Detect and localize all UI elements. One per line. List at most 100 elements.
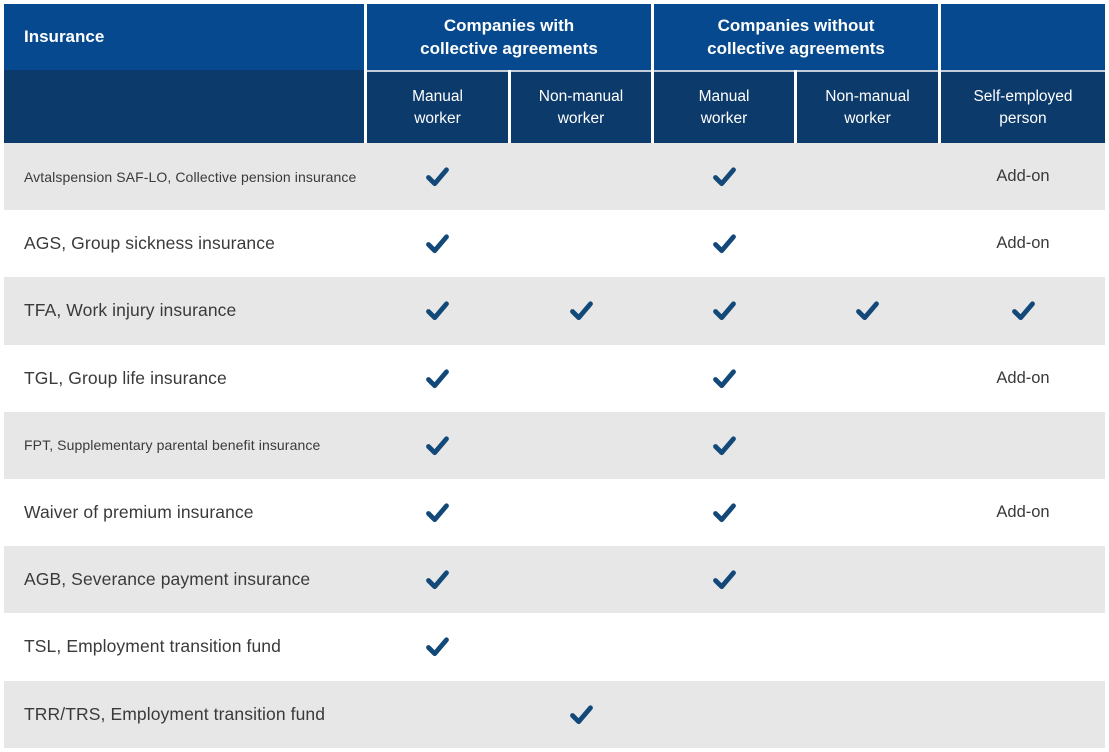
- header-empty-left-cell: [4, 70, 364, 143]
- check-cell: [654, 479, 794, 546]
- check-cell: [511, 681, 651, 748]
- group2-line1: Companies without: [717, 16, 875, 35]
- check-icon: [712, 369, 736, 388]
- table: Insurance Companies with collective agre…: [4, 4, 1105, 748]
- empty-cell: [797, 681, 938, 748]
- check-cell: [654, 277, 794, 344]
- insurance-column-header: Insurance: [4, 4, 364, 70]
- group1-line2: collective agreements: [420, 39, 598, 58]
- check-icon: [426, 369, 449, 388]
- check-icon: [712, 570, 736, 590]
- check-cell: [654, 412, 794, 479]
- column-header-self-employed: Self-employed person: [941, 70, 1105, 143]
- column-header-nonmanual-worker-with: Non-manual worker: [511, 70, 651, 143]
- check-cell: [367, 210, 508, 277]
- check-cell: [941, 277, 1105, 344]
- col5-line2: person: [999, 109, 1047, 127]
- col1-line1: Manual: [412, 87, 463, 105]
- empty-cell: [797, 345, 938, 412]
- check-icon: [569, 704, 593, 724]
- check-icon: [1011, 301, 1035, 321]
- insurance-header-label: Insurance: [24, 27, 105, 46]
- empty-cell: [511, 143, 651, 210]
- check-cell: [367, 277, 508, 344]
- col4-line2: worker: [844, 109, 891, 127]
- empty-cell: [511, 345, 651, 412]
- empty-cell: [941, 412, 1105, 479]
- check-icon: [426, 503, 449, 523]
- empty-cell: [654, 681, 794, 748]
- group1-line1: Companies with: [443, 16, 575, 35]
- empty-cell: [511, 613, 651, 680]
- insurance-name: FPT, Supplementary parental benefit insu…: [24, 437, 321, 454]
- check-icon: [712, 301, 736, 321]
- check-cell: [367, 546, 508, 613]
- empty-cell: [797, 143, 938, 210]
- insurance-name: TSL, Employment transition fund: [24, 636, 281, 657]
- check-icon: [712, 167, 736, 187]
- check-cell: [511, 277, 651, 344]
- check-cell: [654, 210, 794, 277]
- table-row: AGS, Group sickness insurance Add-on: [4, 210, 1105, 278]
- check-cell: [367, 613, 508, 680]
- check-icon: [856, 301, 879, 321]
- group-header-empty: [941, 4, 1105, 70]
- col2-line1: Non-manual: [538, 87, 624, 105]
- check-cell: [797, 277, 938, 344]
- check-cell: [654, 143, 794, 210]
- check-cell: [367, 479, 508, 546]
- group-header-with-agreements: Companies with collective agreements: [367, 4, 651, 70]
- addon-cell: Add-on: [996, 167, 1050, 186]
- addon-cell: Add-on: [996, 234, 1050, 253]
- column-header-manual-worker-without: Manual worker: [654, 70, 794, 143]
- group2-line2: collective agreements: [707, 39, 885, 58]
- check-icon: [426, 301, 449, 321]
- check-cell: [367, 143, 508, 210]
- table-row: Avtalspension SAF-LO, Collective pension…: [4, 143, 1105, 211]
- col2-line2: worker: [557, 109, 605, 127]
- check-cell: [367, 412, 508, 479]
- empty-cell: [511, 210, 651, 277]
- empty-cell: [367, 681, 508, 748]
- insurance-name: TFA, Work injury insurance: [24, 300, 237, 321]
- table-row: AGB, Severance payment insurance: [4, 546, 1105, 614]
- table-row: TSL, Employment transition fund: [4, 613, 1105, 681]
- table-body: Avtalspension SAF-LO, Collective pension…: [4, 143, 1105, 748]
- table-header: Insurance Companies with collective agre…: [4, 4, 1105, 143]
- empty-cell: [511, 412, 651, 479]
- column-header-manual-worker-with: Manual worker: [367, 70, 508, 143]
- empty-cell: [797, 479, 938, 546]
- table-row: TRR/TRS, Employment transition fund: [4, 680, 1105, 748]
- col3-line2: worker: [700, 109, 748, 127]
- insurance-name: AGB, Severance payment insurance: [24, 569, 311, 590]
- check-icon: [426, 167, 449, 187]
- empty-cell: [511, 479, 651, 546]
- col4-line1: Non-manual: [825, 87, 910, 105]
- insurance-name: TRR/TRS, Employment transition fund: [24, 703, 326, 724]
- check-cell: [367, 345, 508, 412]
- empty-cell: [797, 412, 938, 479]
- check-cell: [654, 546, 794, 613]
- insurance-name: AGS, Group sickness insurance: [24, 233, 275, 254]
- empty-cell: [941, 613, 1105, 680]
- empty-cell: [511, 546, 651, 613]
- check-cell: [654, 345, 794, 412]
- addon-cell: Add-on: [996, 368, 1050, 387]
- table-row: TGL, Group life insurance Add-on: [4, 344, 1105, 412]
- empty-cell: [654, 613, 794, 680]
- empty-cell: [941, 681, 1105, 748]
- insurance-name: Avtalspension SAF-LO, Collective pension…: [24, 168, 357, 185]
- check-icon: [712, 503, 736, 523]
- table-row: Waiver of premium insurance Add-on: [4, 478, 1105, 547]
- insurance-name: TGL, Group life insurance: [24, 367, 227, 388]
- insurance-name: Waiver of premium insurance: [24, 502, 254, 523]
- col3-line1: Manual: [698, 87, 750, 105]
- col5-line1: Self-employed: [973, 87, 1073, 105]
- empty-cell: [797, 546, 938, 613]
- table-row: TFA, Work injury insurance: [4, 277, 1105, 345]
- check-icon: [712, 436, 736, 455]
- check-icon: [426, 637, 449, 657]
- empty-cell: [941, 546, 1105, 613]
- check-icon: [569, 301, 593, 321]
